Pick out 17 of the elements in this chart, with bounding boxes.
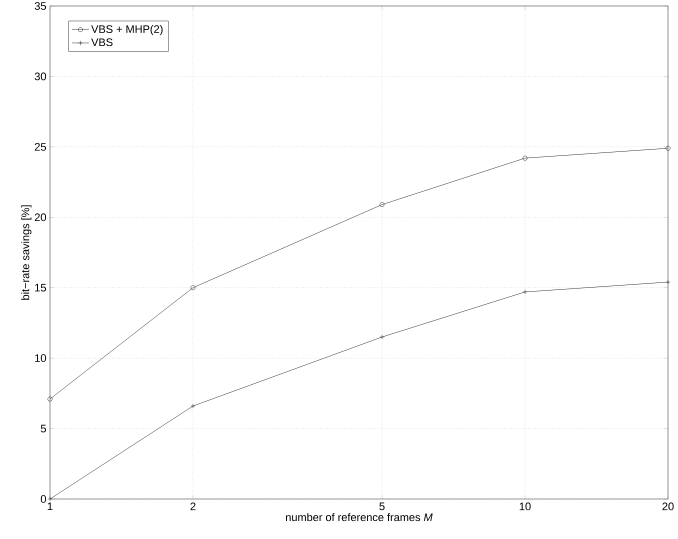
x-tick-label: 1	[48, 502, 53, 510]
y-tick-label: 0	[40, 495, 46, 503]
legend-label: VBS	[91, 38, 113, 46]
y-tick-label: 10	[35, 354, 46, 362]
x-tick-label: 2	[190, 502, 196, 510]
y-tick-label: 30	[34, 72, 46, 80]
y-tick-label: 15	[35, 284, 46, 292]
y-tick-label: 35	[34, 2, 46, 10]
legend-label: VBS + MHP(2)	[91, 24, 163, 36]
y-tick-label: 20	[34, 213, 46, 222]
x-tick-label: 5	[379, 502, 385, 510]
x-axis-title: number of reference frames M	[286, 513, 433, 522]
y-tick-label: 25	[34, 142, 46, 151]
y-axis-title: bit−rate savings [%]	[21, 205, 32, 300]
y-tick-label: 5	[40, 424, 46, 432]
x-tick-label: 20	[662, 502, 674, 510]
x-tick-label: 10	[520, 502, 531, 510]
